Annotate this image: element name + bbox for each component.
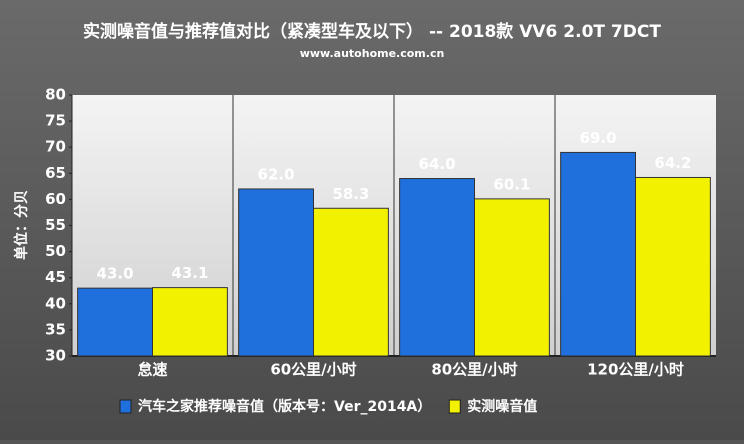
y-tick-label: 65 — [45, 164, 66, 182]
bar — [474, 198, 550, 357]
bar — [635, 176, 711, 357]
bar — [399, 178, 476, 357]
y-tick-label: 60 — [45, 190, 66, 208]
y-tick-label: 75 — [45, 112, 66, 130]
y-axis-label: 单位：分贝 — [13, 190, 30, 260]
value-label: 64.0 — [419, 155, 456, 173]
legend-label: 实测噪音值 — [467, 398, 537, 415]
value-label: 69.0 — [580, 129, 617, 147]
chart-subtitle: www.autohome.com.cn — [300, 47, 445, 60]
bar — [313, 207, 389, 357]
y-tick-label: 35 — [45, 320, 66, 338]
y-tick-label: 55 — [45, 216, 66, 234]
x-tick-label: 120公里/小时 — [587, 361, 684, 379]
chart-title: 实测噪音值与推荐值对比（紧凑型车及以下） -- 2018款 VV6 2.0T 7… — [83, 21, 661, 42]
value-label: 58.3 — [332, 185, 369, 203]
value-label: 64.2 — [654, 154, 691, 172]
y-tick-label: 70 — [45, 138, 66, 156]
value-label: 43.1 — [171, 264, 208, 282]
y-tick-label: 30 — [45, 347, 66, 365]
y-tick-label: 50 — [45, 242, 66, 260]
legend-label: 汽车之家推荐噪音值（版本号：Ver_2014A） — [138, 398, 431, 415]
legend-swatch — [448, 399, 461, 414]
value-label: 62.0 — [258, 165, 295, 183]
bar — [560, 151, 637, 357]
x-tick-label: 60公里/小时 — [270, 361, 356, 379]
value-label: 60.1 — [493, 175, 530, 193]
bar — [238, 188, 314, 357]
bar — [77, 287, 153, 357]
x-tick-label: 怠速 — [137, 361, 167, 379]
value-label: 43.0 — [97, 265, 134, 283]
y-tick-label: 45 — [45, 268, 66, 286]
legend-swatch — [119, 399, 132, 414]
y-tick-label: 40 — [45, 294, 66, 312]
x-tick-label: 80公里/小时 — [431, 361, 517, 379]
bar — [152, 287, 228, 357]
y-tick-label: 80 — [45, 86, 66, 104]
